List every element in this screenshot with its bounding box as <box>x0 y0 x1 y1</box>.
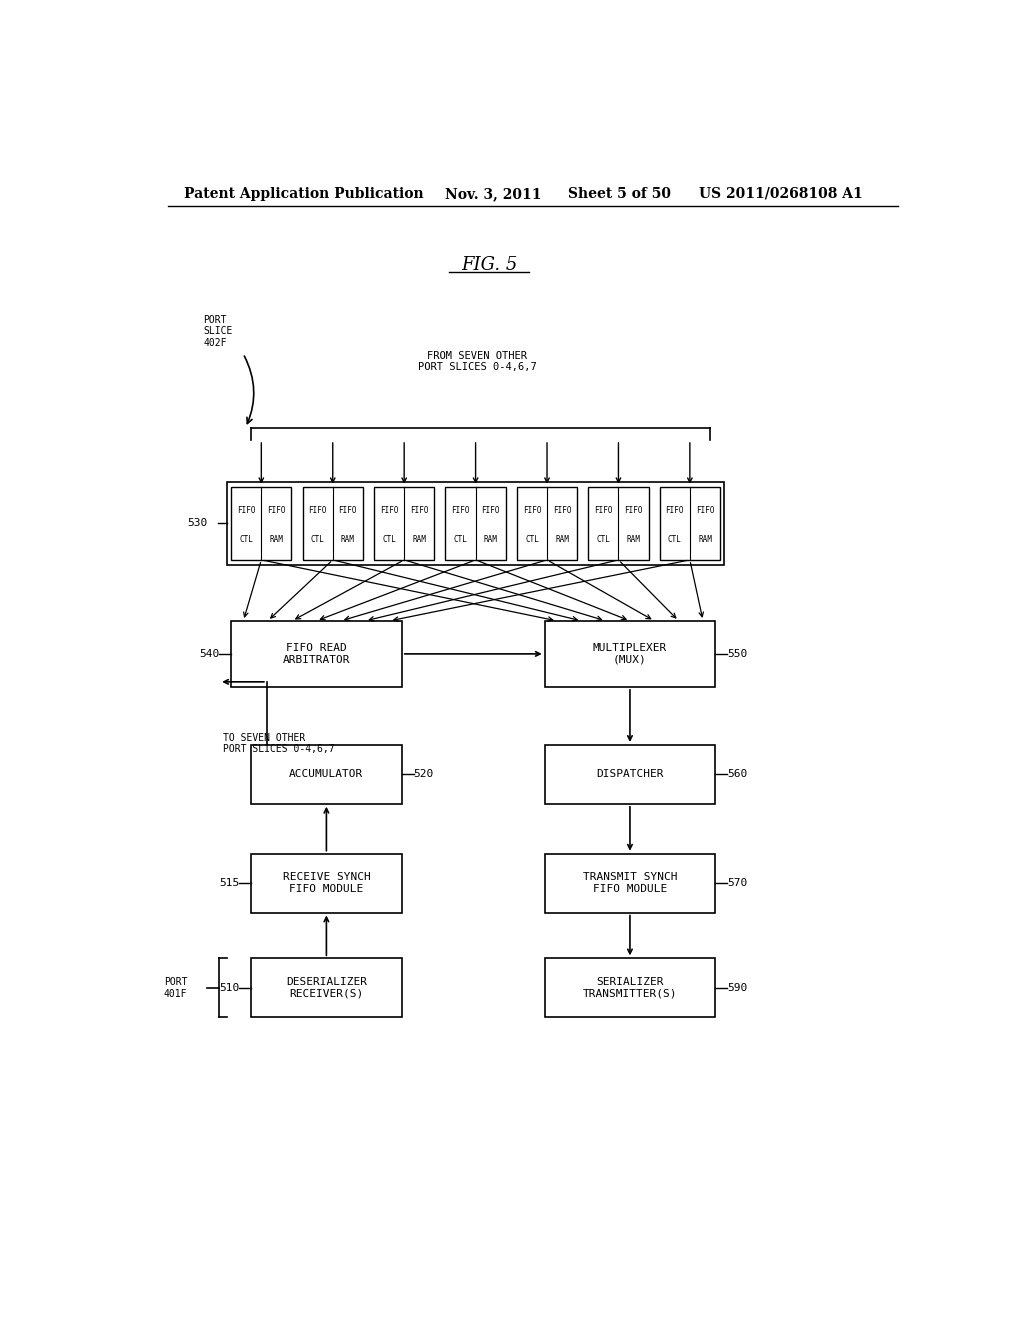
Text: PORT
SLICE
402F: PORT SLICE 402F <box>204 314 232 347</box>
Text: 540: 540 <box>199 649 219 659</box>
Text: FIFO: FIFO <box>237 506 256 515</box>
Text: RAM: RAM <box>341 535 354 544</box>
Text: 515: 515 <box>219 878 240 888</box>
Text: RAM: RAM <box>269 535 284 544</box>
Text: FIFO: FIFO <box>410 506 428 515</box>
Bar <box>545 958 716 1018</box>
Text: CTL: CTL <box>240 535 253 544</box>
Text: 550: 550 <box>727 649 748 659</box>
Bar <box>517 487 578 560</box>
Text: FIFO: FIFO <box>481 506 500 515</box>
Text: Nov. 3, 2011: Nov. 3, 2011 <box>445 187 542 201</box>
Bar <box>227 482 724 565</box>
Text: FIFO: FIFO <box>452 506 470 515</box>
Bar <box>231 620 401 686</box>
Bar <box>659 487 720 560</box>
Bar <box>251 744 401 804</box>
Bar <box>445 487 506 560</box>
Bar <box>251 958 401 1018</box>
Text: FIFO: FIFO <box>308 506 327 515</box>
Text: FIFO: FIFO <box>666 506 684 515</box>
Text: CTL: CTL <box>454 535 467 544</box>
Text: SERIALIZER
TRANSMITTER(S): SERIALIZER TRANSMITTER(S) <box>583 977 677 999</box>
Text: FROM SEVEN OTHER
PORT SLICES 0-4,6,7: FROM SEVEN OTHER PORT SLICES 0-4,6,7 <box>418 351 537 372</box>
Text: RAM: RAM <box>555 535 569 544</box>
Text: 520: 520 <box>414 770 434 779</box>
Text: 590: 590 <box>727 983 748 993</box>
Text: RAM: RAM <box>483 535 498 544</box>
Text: RECEIVE SYNCH
FIFO MODULE: RECEIVE SYNCH FIFO MODULE <box>283 873 371 894</box>
Bar <box>545 854 716 912</box>
Bar <box>588 487 648 560</box>
Text: DESERIALIZER
RECEIVER(S): DESERIALIZER RECEIVER(S) <box>286 977 367 999</box>
Text: CTL: CTL <box>668 535 682 544</box>
Text: FIFO: FIFO <box>625 506 643 515</box>
Bar <box>231 487 292 560</box>
Bar <box>545 620 716 686</box>
Text: DISPATCHER: DISPATCHER <box>596 770 664 779</box>
Text: Sheet 5 of 50: Sheet 5 of 50 <box>568 187 672 201</box>
Text: TO SEVEN OTHER
PORT SLICES 0-4,6,7: TO SEVEN OTHER PORT SLICES 0-4,6,7 <box>223 733 335 754</box>
Text: FIFO: FIFO <box>695 506 714 515</box>
Text: MULTIPLEXER
(MUX): MULTIPLEXER (MUX) <box>593 643 667 665</box>
Text: FIG. 5: FIG. 5 <box>461 256 517 275</box>
Text: FIFO: FIFO <box>380 506 398 515</box>
Text: FIFO READ
ARBITRATOR: FIFO READ ARBITRATOR <box>283 643 350 665</box>
Text: 510: 510 <box>219 983 240 993</box>
Text: 530: 530 <box>187 519 207 528</box>
Text: CTL: CTL <box>596 535 610 544</box>
Text: TRANSMIT SYNCH
FIFO MODULE: TRANSMIT SYNCH FIFO MODULE <box>583 873 677 894</box>
Text: PORT
401F: PORT 401F <box>164 977 187 999</box>
Text: RAM: RAM <box>627 535 640 544</box>
Bar <box>303 487 362 560</box>
Bar <box>545 744 716 804</box>
Text: CTL: CTL <box>382 535 396 544</box>
Text: 570: 570 <box>727 878 748 888</box>
Text: US 2011/0268108 A1: US 2011/0268108 A1 <box>699 187 863 201</box>
Text: FIFO: FIFO <box>522 506 542 515</box>
Text: RAM: RAM <box>698 535 712 544</box>
Text: 560: 560 <box>727 770 748 779</box>
Text: FIFO: FIFO <box>594 506 612 515</box>
Text: FIFO: FIFO <box>339 506 357 515</box>
Text: CTL: CTL <box>525 535 539 544</box>
Text: Patent Application Publication: Patent Application Publication <box>183 187 423 201</box>
Bar <box>251 854 401 912</box>
Text: FIFO: FIFO <box>267 506 286 515</box>
Text: FIFO: FIFO <box>553 506 571 515</box>
Text: RAM: RAM <box>413 535 426 544</box>
Bar <box>374 487 434 560</box>
Text: CTL: CTL <box>310 535 325 544</box>
Text: ACCUMULATOR: ACCUMULATOR <box>289 770 364 779</box>
